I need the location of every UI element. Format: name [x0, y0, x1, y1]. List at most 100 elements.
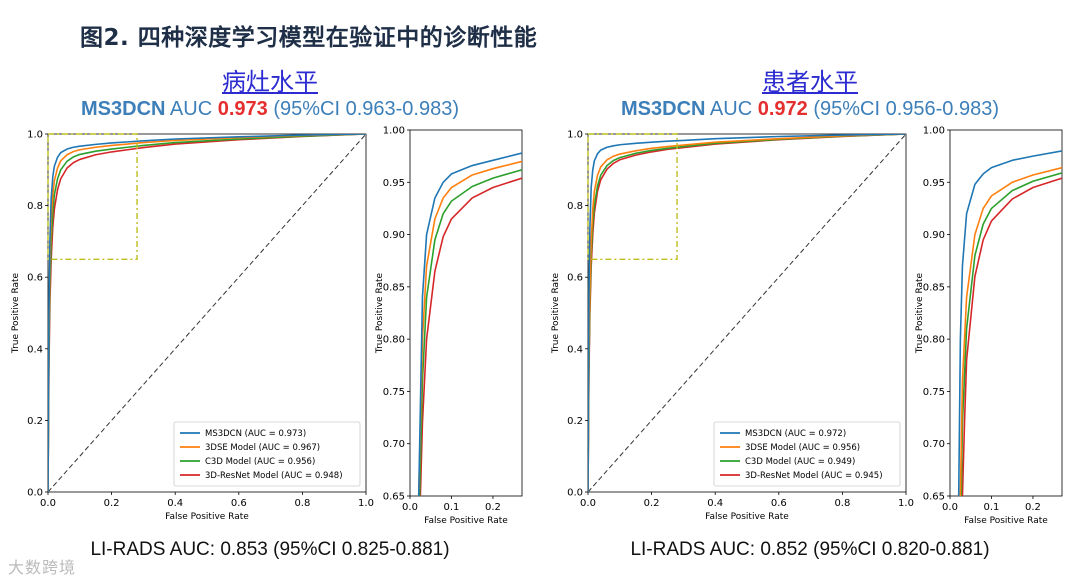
series-line: [417, 152, 522, 496]
y-tick-label: 1.0: [567, 130, 583, 141]
x-tick-label: 0.2: [644, 498, 660, 509]
roc-chart-zoom: 0.0 0.1 0.2 0.65 0.70 0.75 0.80 0.85 0.90 0.95 1.0…: [375, 126, 523, 524]
legend-box: [713, 421, 901, 487]
y-tick-label: 0.95: [383, 178, 405, 189]
legend-box: [173, 421, 361, 487]
x-tick-label: 0.6: [771, 498, 787, 509]
y-tick-label: 0.85: [383, 282, 405, 293]
legend-entry: C3D Model (AUC = 0.956): [205, 457, 315, 467]
x-tick-label: 0.1: [984, 502, 1000, 513]
y-tick-label: 0.75: [383, 387, 405, 398]
series-line: [419, 177, 522, 496]
y-tick-label: 0.85: [923, 282, 945, 293]
y-axis-label: True Positive Rate: [375, 272, 385, 354]
y-tick-label: 0.80: [383, 335, 405, 346]
x-tick-label: 0.4: [167, 498, 183, 509]
x-tick-label: 0.4: [707, 498, 723, 509]
x-tick-label: 0.8: [834, 498, 850, 509]
watermark-text: 大数跨境: [8, 558, 77, 577]
x-tick-label: 0.0: [402, 502, 418, 513]
plot-frame: [587, 133, 907, 493]
y-tick-label: 1.0: [27, 130, 43, 141]
plot-frame: [47, 133, 367, 493]
x-axis-label: False Positive Rate: [964, 516, 1048, 524]
figure-title: 图2. 四种深度学习模型在验证中的诊断性能: [80, 25, 538, 51]
series-line: [960, 172, 1062, 496]
legend-entry: 3D-ResNet Model (AUC = 0.948): [205, 471, 343, 481]
y-tick-label: 0.80: [923, 335, 945, 346]
x-axis-label: False Positive Rate: [424, 516, 508, 524]
auc-prefix: AUC: [709, 98, 753, 120]
y-tick-label: 0.0: [27, 488, 43, 499]
auc-value: 0.972: [757, 98, 808, 120]
y-axis-label: True Positive Rate: [915, 272, 925, 354]
y-tick-label: 0.95: [923, 178, 945, 189]
y-tick-label: 0.6: [27, 273, 43, 284]
x-tick-label: 1.0: [898, 498, 914, 509]
auc-prefix: AUC: [169, 98, 213, 120]
auc-summary: MS3DCN AUC 0.973 (95%CI 0.963-0.983): [0, 98, 540, 121]
y-tick-label: 0.65: [923, 492, 945, 503]
auc-ci: (95%CI 0.956-0.983): [813, 98, 999, 120]
y-tick-label: 0.90: [383, 230, 405, 241]
series-line: [417, 160, 522, 496]
x-tick-label: 0.0: [580, 498, 596, 509]
auc-summary: MS3DCN AUC 0.972 (95%CI 0.956-0.983): [540, 98, 1080, 121]
y-tick-label: 0.2: [567, 416, 583, 427]
series-line: [961, 177, 1062, 496]
legend-entry: C3D Model (AUC = 0.949): [745, 457, 855, 467]
series-line: [418, 168, 522, 496]
x-tick-label: 0.2: [1025, 502, 1041, 513]
panel-patient-level: 患者水平 MS3DCN AUC 0.972 (95%CI 0.956-0.983…: [540, 62, 1080, 580]
panel-subtitle: 病灶水平: [222, 68, 318, 96]
y-tick-label: 1.00: [383, 126, 405, 137]
y-tick-label: 1.00: [923, 126, 945, 137]
y-tick-label: 0.2: [27, 416, 43, 427]
x-axis-label: False Positive Rate: [705, 512, 789, 522]
series-line: [959, 166, 1062, 496]
legend-entry: 3DSE Model (AUC = 0.967): [205, 443, 320, 453]
x-tick-label: 0.2: [485, 502, 501, 513]
x-tick-label: 1.0: [358, 498, 374, 509]
y-axis-label: True Positive Rate: [11, 272, 21, 354]
y-tick-label: 0.90: [923, 230, 945, 241]
y-tick-label: 0.70: [383, 439, 405, 450]
plot-frame: [409, 129, 523, 497]
x-tick-label: 0.6: [231, 498, 247, 509]
legend-entry: MS3DCN (AUC = 0.973): [205, 429, 306, 439]
x-tick-label: 0.2: [104, 498, 120, 509]
x-axis-label: False Positive Rate: [165, 512, 249, 522]
lirads-auc: LI-RADS AUC: 0.853 (95%CI 0.825-0.881): [90, 539, 450, 560]
legend-entry: 3D-ResNet Model (AUC = 0.945): [745, 471, 883, 481]
series-line: [588, 134, 906, 492]
y-tick-label: 0.8: [27, 201, 43, 212]
y-axis-label: True Positive Rate: [551, 272, 561, 354]
y-tick-label: 0.4: [567, 344, 583, 355]
panel-subtitle: 患者水平: [762, 68, 858, 96]
x-tick-label: 0.0: [942, 502, 958, 513]
legend-entry: 3DSE Model (AUC = 0.956): [745, 443, 860, 453]
roc-chart-zoom: 0.0 0.1 0.2 0.65 0.70 0.75 0.80 0.85 0.90 0.95 1.0…: [915, 126, 1063, 524]
auc-value: 0.973: [217, 98, 268, 120]
lirads-auc: LI-RADS AUC: 0.852 (95%CI 0.820-0.881): [630, 539, 990, 560]
series-line: [957, 150, 1062, 496]
y-tick-label: 0.4: [27, 344, 43, 355]
zoom-region-box: [47, 133, 138, 261]
y-tick-label: 0.8: [567, 201, 583, 212]
legend-entry: MS3DCN (AUC = 0.972): [745, 429, 846, 439]
auc-model-name: MS3DCN: [81, 98, 166, 120]
y-tick-label: 0.70: [923, 439, 945, 450]
x-tick-label: 0.1: [444, 502, 460, 513]
roc-chart-main: 0.0 0.2 0.4 0.6 0.8 1.0 0.0 0.2 0.4 0.6 0.8 1.0 Fals…: [551, 130, 914, 523]
auc-ci: (95%CI 0.963-0.983): [273, 98, 459, 120]
series-line: [588, 134, 906, 492]
zoom-region-box: [587, 133, 678, 261]
x-tick-label: 0.0: [40, 498, 56, 509]
plot-frame: [949, 129, 1063, 497]
series-line: [48, 134, 366, 492]
auc-model-name: MS3DCN: [621, 98, 706, 120]
y-tick-label: 0.75: [923, 387, 945, 398]
x-tick-label: 0.8: [294, 498, 310, 509]
roc-chart-main: 0.0 0.2 0.4 0.6 0.8 1.0 0.0 0.2 0.4 0.6 0.8 1.0 Fals…: [11, 130, 374, 523]
y-tick-label: 0.65: [383, 492, 405, 503]
